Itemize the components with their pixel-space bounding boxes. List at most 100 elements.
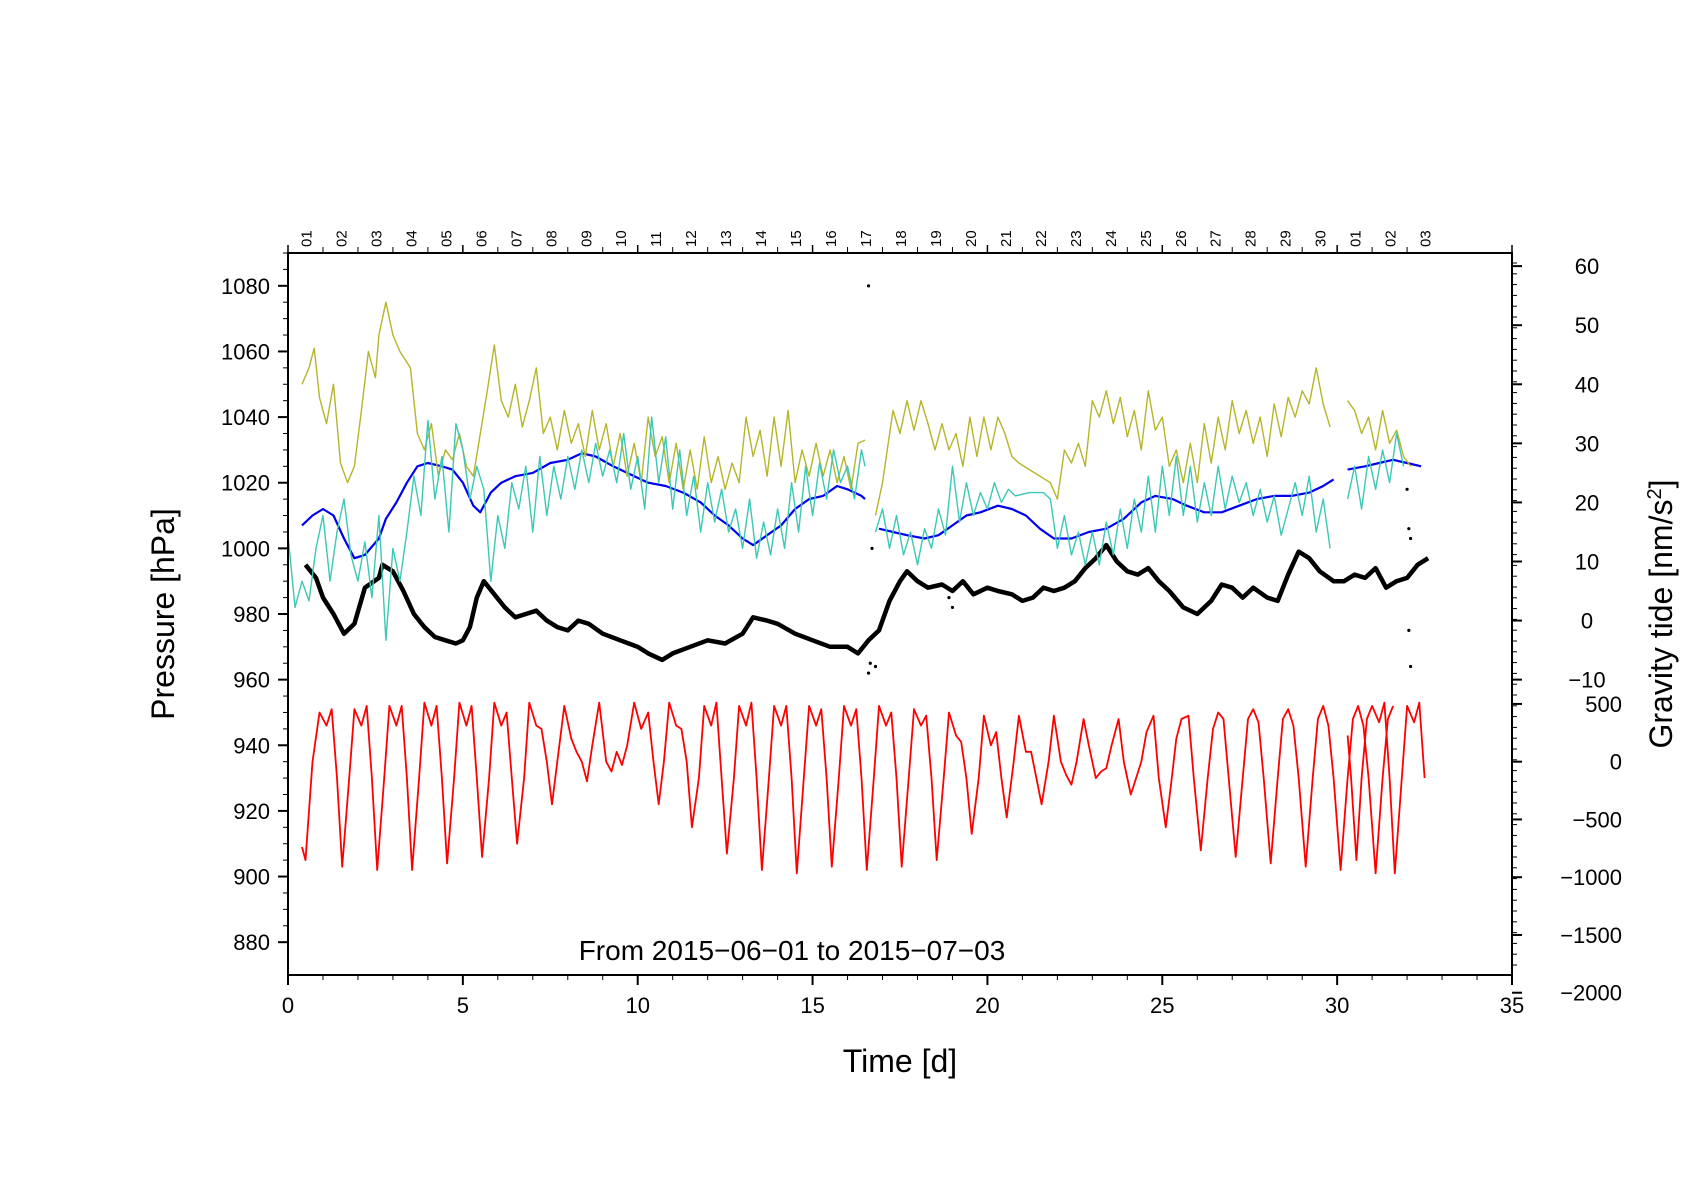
x-tick-label: 30 xyxy=(1325,993,1349,1018)
olive_series-line xyxy=(301,301,866,490)
x-tick-label: 10 xyxy=(625,993,649,1018)
y-right-lower-tick-label: 500 xyxy=(1585,692,1622,717)
y-right-upper-tick-label: 20 xyxy=(1575,490,1599,515)
y-right-lower-tick-label: 0 xyxy=(1610,750,1622,775)
y-right-upper-tick-label: 40 xyxy=(1575,372,1599,397)
top-day-label: 09 xyxy=(578,230,595,247)
pressure_hPa-scatter-point xyxy=(947,595,951,600)
top-day-label: 02 xyxy=(1383,230,1400,247)
turquoise_series-line-segment-3 xyxy=(1346,432,1405,510)
y-left-tick-label: 960 xyxy=(233,668,270,693)
y-right-title-suffix: ] xyxy=(1643,480,1679,489)
pressure_hPa-scatter-point xyxy=(870,546,874,550)
blue_series-line-segment-2 xyxy=(878,478,1335,540)
top-day-label: 21 xyxy=(998,230,1015,247)
pressure_hPa-scatter-point xyxy=(1407,628,1411,633)
pressure_hPa-scatter-point xyxy=(866,284,871,288)
x-tick-label: 20 xyxy=(975,993,999,1018)
top-day-label: 11 xyxy=(648,231,665,247)
pressure_hPa-scatter-point xyxy=(873,664,878,669)
gravity_tide_nm_s2-line xyxy=(301,701,1394,875)
y-right-lower-tick-label: −1500 xyxy=(1560,923,1622,948)
y-right-axis-title: Gravity tide [nm/s2] xyxy=(1643,480,1679,749)
top-day-label: 05 xyxy=(438,230,455,247)
top-day-label: 17 xyxy=(858,230,875,247)
y-right-upper-tick-label: 30 xyxy=(1575,431,1599,456)
x-tick-label: 35 xyxy=(1500,993,1524,1018)
y-right-upper-tick-label: 10 xyxy=(1575,549,1599,574)
top-day-label: 23 xyxy=(1068,230,1085,247)
top-day-label: 26 xyxy=(1173,230,1190,247)
top-day-label: 27 xyxy=(1208,230,1225,247)
y-right-upper-tick-label: −10 xyxy=(1568,668,1605,693)
turquoise_series-line xyxy=(287,416,866,641)
top-day-label: 20 xyxy=(963,230,980,247)
y-right-lower-tick-label: −2000 xyxy=(1560,981,1622,1006)
top-day-label: 15 xyxy=(788,230,805,247)
top-day-label: 19 xyxy=(928,230,945,247)
pressure_hPa-scatter-point xyxy=(1405,487,1409,491)
olive_series-line-segment-3 xyxy=(1347,400,1412,467)
pressure_hPa-scatter-point xyxy=(1408,536,1413,541)
pressure_hPa-scatter-point xyxy=(1407,527,1411,531)
y-left-tick-label: 920 xyxy=(233,799,270,824)
pressure_hPa-scatter-point xyxy=(950,605,955,610)
pressure_hPa-scatter-point xyxy=(866,671,871,675)
y-left-tick-label: 1020 xyxy=(221,471,270,496)
blue_series-line xyxy=(301,452,866,560)
top-day-label: 16 xyxy=(823,230,840,247)
turquoise_series-line-segment-2 xyxy=(874,455,1331,566)
top-day-label: 24 xyxy=(1103,230,1120,247)
x-axis-title: Time [d] xyxy=(843,1043,957,1079)
top-day-label: 07 xyxy=(508,230,525,247)
y-right-upper-tick-label: 60 xyxy=(1575,254,1599,279)
olive_series-line-segment-2 xyxy=(874,367,1331,516)
y-left-tick-label: 940 xyxy=(233,733,270,758)
top-day-label: 01 xyxy=(298,230,315,247)
y-left-axis-title: Pressure [hPa] xyxy=(145,508,181,720)
top-day-label: 10 xyxy=(613,230,630,247)
top-day-label: 30 xyxy=(1313,230,1330,247)
x-tick-label: 5 xyxy=(457,993,469,1018)
top-day-label: 03 xyxy=(368,230,385,247)
top-day-label: 29 xyxy=(1278,230,1295,247)
series-layer xyxy=(287,284,1430,875)
y-left-tick-label: 900 xyxy=(233,865,270,890)
x-tick-label: 25 xyxy=(1150,993,1174,1018)
top-day-label: 08 xyxy=(543,230,560,247)
top-day-label: 02 xyxy=(333,230,350,247)
x-tick-label: 0 xyxy=(282,993,294,1018)
y-right-title-prefix: Gravity tide [nm/s xyxy=(1643,500,1679,749)
y-left-tick-label: 880 xyxy=(233,930,270,955)
y-left-tick-label: 1040 xyxy=(221,405,270,430)
pressure_hPa-scatter-point xyxy=(1408,664,1413,669)
y-right-lower-tick-label: −500 xyxy=(1572,807,1622,832)
y-left-tick-label: 1060 xyxy=(221,339,270,364)
y-right-lower-tick-label: −1000 xyxy=(1560,865,1622,890)
top-day-label: 06 xyxy=(473,230,490,247)
x-tick-label: 15 xyxy=(800,993,824,1018)
top-day-label: 18 xyxy=(893,230,910,247)
top-day-label: 04 xyxy=(403,230,420,247)
y-left-tick-label: 1000 xyxy=(221,536,270,561)
top-day-label: 14 xyxy=(753,230,770,247)
y-right-upper-tick-label: 0 xyxy=(1581,609,1593,634)
date-range-annotation: From 2015−06−01 to 2015−07−03 xyxy=(579,935,1006,966)
top-day-label: 12 xyxy=(683,230,700,247)
top-day-label: 28 xyxy=(1243,230,1260,247)
y-left-tick-label: 1080 xyxy=(221,274,270,299)
top-day-label: 13 xyxy=(718,230,735,247)
y-right-title-sup: 2 xyxy=(1644,488,1666,499)
top-day-label: 03 xyxy=(1418,230,1435,247)
axes-layer: 0 5 10 15 20 25 30 3588090092094096098010001020… xyxy=(221,230,1622,1018)
top-day-label: 25 xyxy=(1138,230,1155,247)
top-day-label: 22 xyxy=(1033,230,1050,247)
pressure_hPa-line xyxy=(303,542,1430,663)
pressure_hPa-scatter-point xyxy=(868,661,872,665)
top-day-label: 01 xyxy=(1348,230,1365,247)
y-right-upper-tick-label: 50 xyxy=(1575,313,1599,338)
y-left-tick-label: 980 xyxy=(233,602,270,627)
gravity_tide_nm_s2-line-after-gap xyxy=(1346,701,1426,875)
